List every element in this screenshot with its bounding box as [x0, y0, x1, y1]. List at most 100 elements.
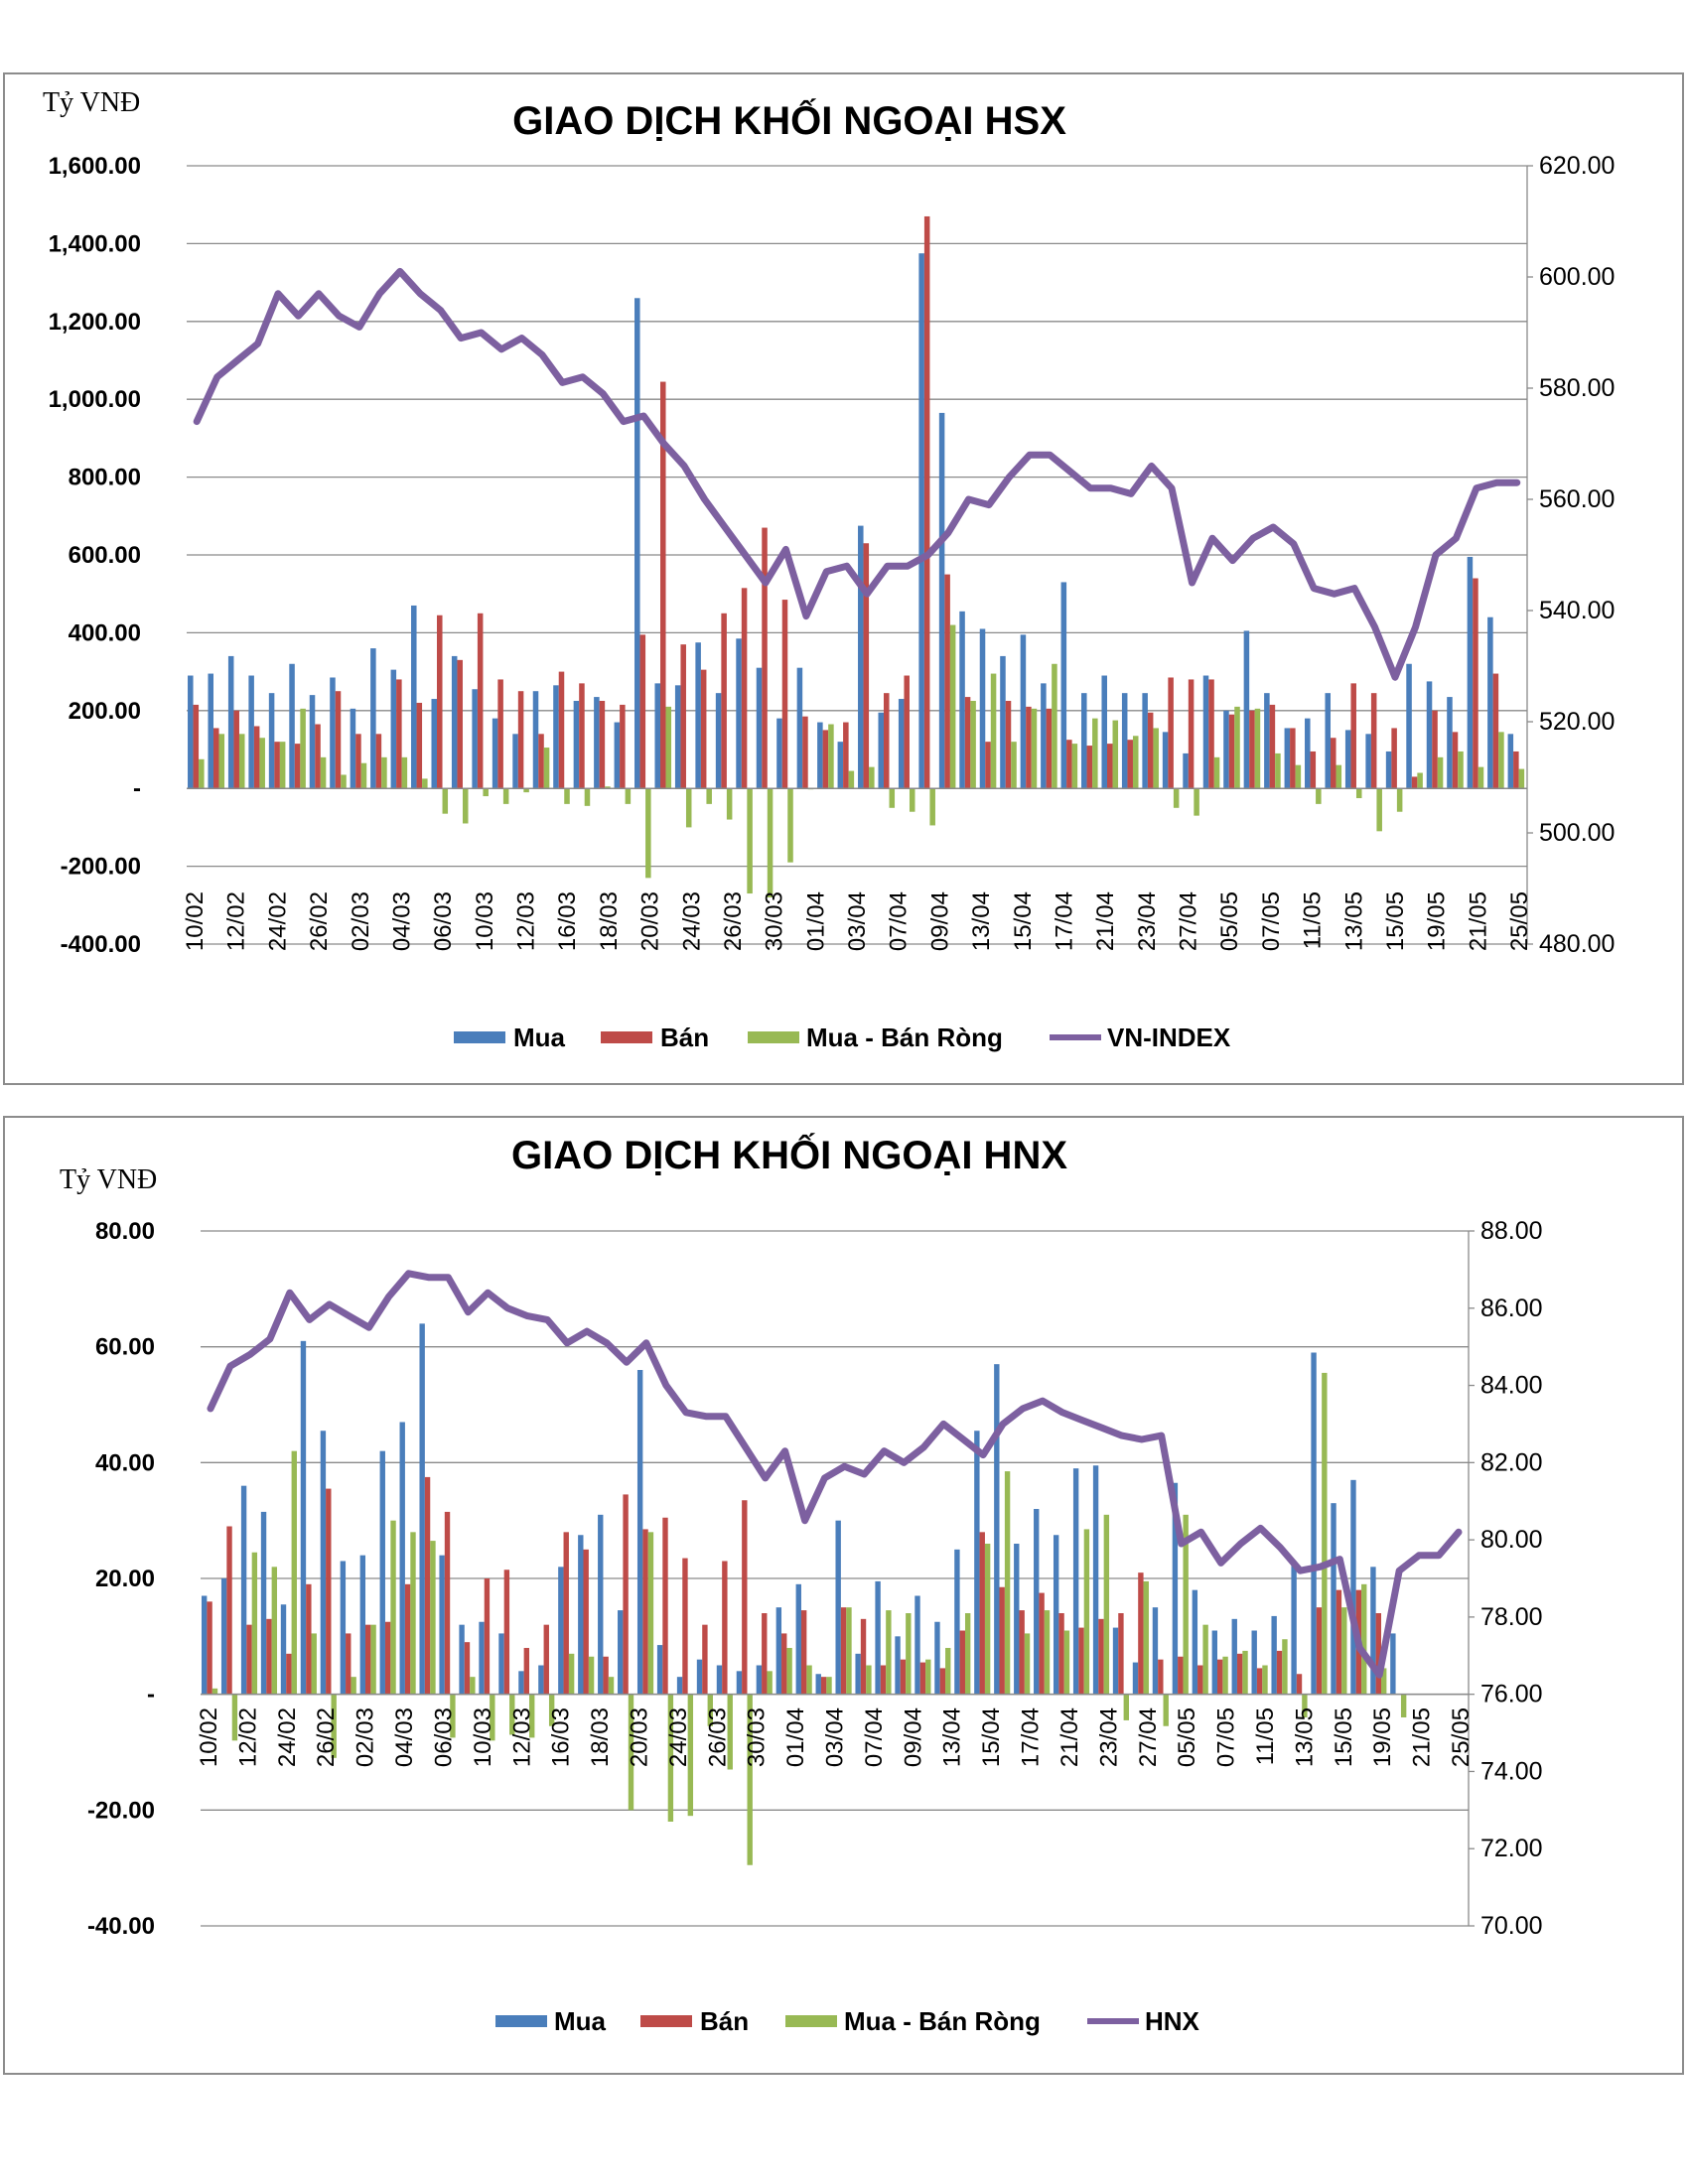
- bar-mua: [878, 712, 884, 789]
- x-axis-tick-label: 06/03: [430, 1707, 457, 1767]
- bar-ban: [722, 1561, 728, 1695]
- bar-mua-ban-rong: [1173, 788, 1180, 808]
- bar-mua: [1447, 697, 1453, 789]
- x-axis-tick-label: 03/04: [844, 891, 871, 951]
- legend-label: Bán: [660, 1023, 709, 1052]
- bar-mua-ban-rong: [1112, 720, 1119, 789]
- legend-swatch-mua: [454, 1031, 505, 1043]
- bar-mua: [1223, 710, 1229, 789]
- bar-mua-ban-rong: [1092, 718, 1098, 789]
- y-axis-tick-label: 400.00: [69, 619, 141, 646]
- bar-ban: [437, 614, 443, 789]
- bar-ban: [1107, 744, 1113, 789]
- x-axis-tick-label: 12/02: [234, 1707, 261, 1767]
- bar-mua-ban-rong: [787, 788, 793, 863]
- bar-ban: [274, 742, 280, 789]
- bar-mua: [695, 642, 701, 789]
- bar-mua: [634, 298, 640, 789]
- bar-mua: [1291, 1561, 1297, 1695]
- y-axis-unit-label: Tỷ VNĐ: [43, 87, 140, 118]
- bar-mua-ban-rong: [1355, 788, 1362, 798]
- bar-mua-ban-rong: [320, 756, 327, 789]
- bar-mua: [1305, 718, 1311, 789]
- bar-mua: [614, 722, 621, 789]
- legend-label: VN-INDEX: [1107, 1023, 1231, 1052]
- bar-mua-ban-rong: [483, 788, 489, 797]
- y2-axis-tick-label: 84.00: [1480, 1372, 1543, 1400]
- bar-mua-ban-rong: [826, 1677, 832, 1695]
- y2-axis-tick-label: 540.00: [1539, 597, 1615, 624]
- bar-mua-ban-rong: [331, 1694, 337, 1758]
- bar-ban: [375, 734, 382, 789]
- bar-mua-ban-rong: [866, 1665, 872, 1695]
- x-axis-tick-label: 05/05: [1216, 891, 1243, 951]
- bar-mua-ban-rong: [707, 1694, 713, 1726]
- bar-mua: [512, 734, 518, 789]
- bar-ban: [919, 1662, 926, 1695]
- bar-mua: [918, 253, 924, 789]
- bar-mua-ban-rong: [1302, 1694, 1308, 1717]
- bar-mua: [1172, 1482, 1179, 1695]
- bar-mua-ban-rong: [1132, 736, 1139, 789]
- bar-mua: [934, 1621, 940, 1695]
- x-axis-tick-label: 15/05: [1331, 1707, 1357, 1767]
- x-axis-tick-label: 24/03: [665, 1707, 692, 1767]
- x-axis-tick-label: 13/05: [1340, 891, 1367, 951]
- bar-mua: [938, 412, 945, 789]
- bar-ban: [355, 734, 361, 789]
- bar-mua: [532, 691, 539, 789]
- bar-mua: [1243, 630, 1250, 789]
- bar-mua: [431, 699, 437, 789]
- bar-mua: [974, 1431, 980, 1695]
- bar-mua: [558, 1567, 564, 1695]
- bar-mua-ban-rong: [605, 786, 611, 789]
- y-axis-tick-label: 1,000.00: [49, 386, 141, 413]
- bar-ban: [384, 1621, 391, 1695]
- bar-mua: [1121, 693, 1128, 789]
- chart-title: GIAO DỊCH KHỐI NGOẠI HSX: [512, 97, 1066, 143]
- x-axis-tick-label: 04/03: [388, 891, 415, 951]
- bar-mua-ban-rong: [1213, 756, 1220, 789]
- bar-mua-ban-rong: [984, 1544, 991, 1695]
- y-axis-tick-label: -200.00: [61, 854, 141, 881]
- bar-mua: [1162, 732, 1169, 789]
- bar-mua: [817, 722, 823, 789]
- y-axis-tick-label: -400.00: [61, 931, 141, 958]
- bar-ban: [1147, 712, 1154, 789]
- y2-axis-tick-label: 80.00: [1480, 1526, 1543, 1554]
- y2-axis-tick-label: 480.00: [1539, 930, 1615, 958]
- bar-mua: [1034, 1509, 1040, 1695]
- bar-ban: [1178, 1656, 1184, 1695]
- bar-mua-ban-rong: [628, 1694, 634, 1811]
- bar-ban: [1046, 708, 1053, 789]
- bar-mua-ban-rong: [1282, 1639, 1288, 1695]
- x-axis-tick-label: 07/05: [1213, 1707, 1240, 1767]
- y-axis-tick-label: -20.00: [87, 1797, 155, 1824]
- bar-ban: [477, 613, 484, 789]
- x-axis-tick-label: 10/03: [472, 891, 498, 951]
- bar-mua-ban-rong: [529, 1694, 535, 1738]
- bar-mua: [954, 1549, 960, 1695]
- bar-ban: [1127, 740, 1133, 789]
- x-axis-tick-label: 15/04: [1010, 891, 1037, 951]
- bar-ban: [620, 704, 626, 789]
- y-axis-tick-label: 20.00: [95, 1566, 155, 1592]
- bar-ban: [207, 1601, 212, 1695]
- x-axis-tick-label: 11/05: [1300, 891, 1327, 949]
- bar-mua-ban-rong: [588, 1656, 595, 1695]
- bar-mua: [1101, 675, 1107, 789]
- bar-ban: [1158, 1659, 1164, 1695]
- bar-mua-ban-rong: [410, 1532, 416, 1695]
- bar-mua: [451, 655, 458, 789]
- bar-mua-ban-rong: [1123, 1694, 1130, 1720]
- bar-mua-ban-rong: [1275, 752, 1281, 789]
- x-axis-tick-label: 01/04: [782, 1707, 809, 1767]
- bar-mua-ban-rong: [341, 774, 347, 789]
- x-axis-tick-label: 15/04: [978, 1707, 1005, 1767]
- x-axis-tick-label: 10/02: [182, 891, 209, 951]
- y2-axis-tick-label: 88.00: [1480, 1217, 1543, 1245]
- y2-axis-tick-label: 500.00: [1539, 819, 1615, 847]
- bar-mua: [472, 689, 478, 789]
- bar-mua-ban-rong: [1316, 788, 1322, 804]
- bar-mua-ban-rong: [846, 1607, 852, 1695]
